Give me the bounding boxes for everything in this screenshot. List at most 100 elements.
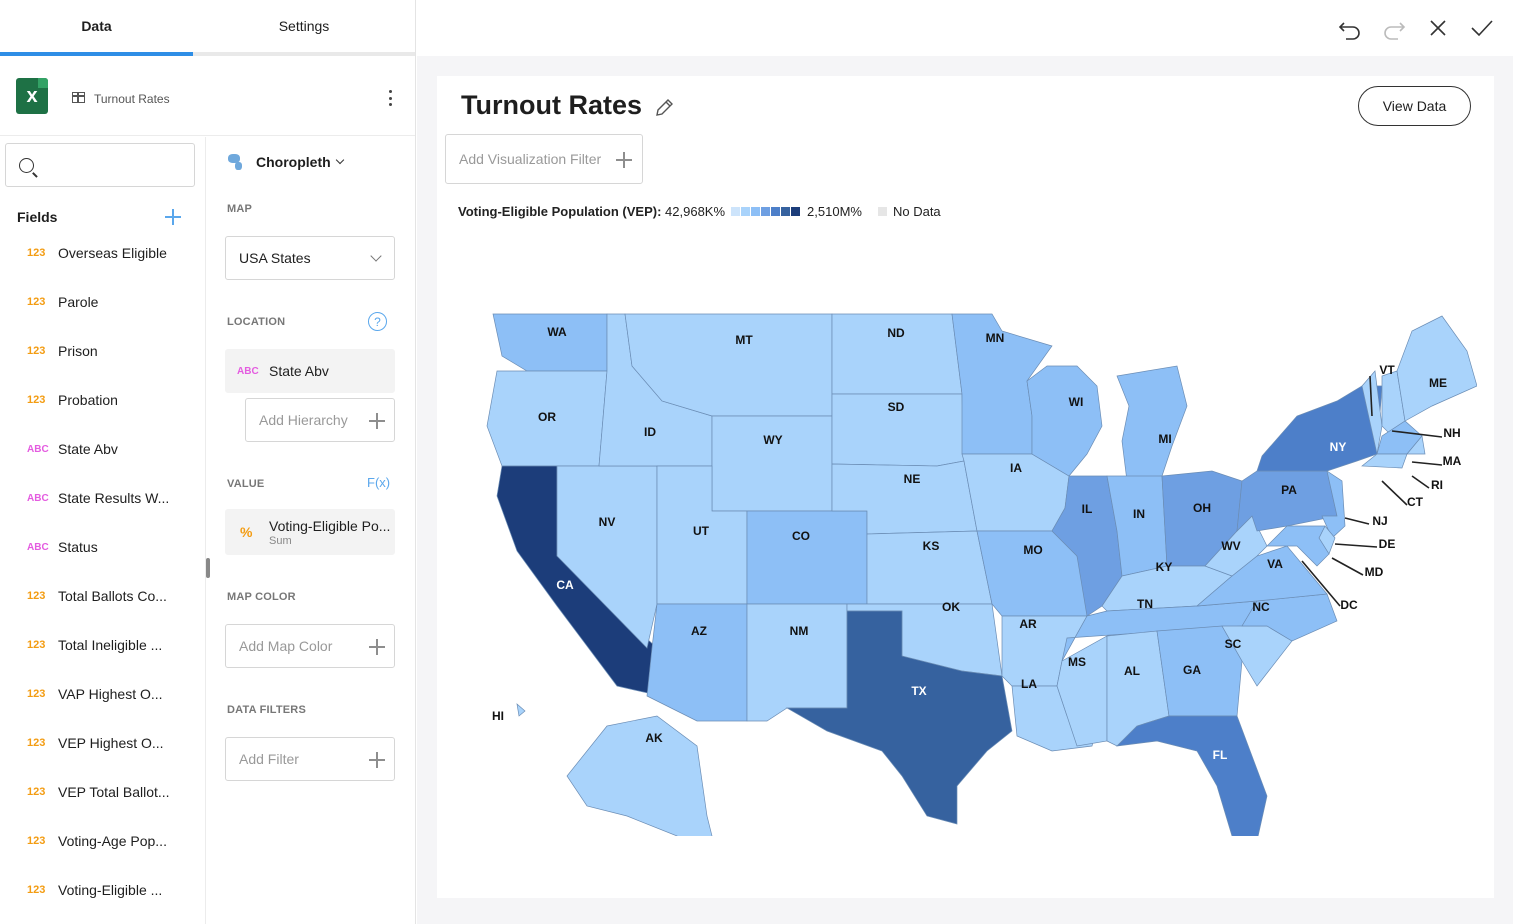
left-panel: Data Settings x Turnout Rates Fields 123… — [0, 0, 416, 924]
column-resize-handle[interactable] — [206, 558, 210, 578]
excel-icon: x — [16, 78, 48, 114]
location-field-pill[interactable]: ABC State Abv — [225, 349, 395, 393]
value-field-aggregation: Sum — [269, 534, 292, 547]
usa-choropleth-map[interactable]: WA OR CA NV ID MT WY UT AZ CO NM ND SD NE KS OK TX MN IA MO… — [457, 276, 1477, 836]
help-icon[interactable]: ? — [368, 312, 387, 331]
label-leader-line — [1411, 461, 1443, 466]
state-label: IA — [1010, 461, 1022, 475]
field-label: VEP Total Ballot... — [58, 784, 170, 800]
value-section-label: VALUE — [227, 478, 265, 490]
map-select[interactable]: USA States — [225, 236, 395, 280]
tab-settings[interactable]: Settings — [278, 18, 330, 34]
legend-swatch — [731, 207, 741, 216]
label-leader-line — [1334, 543, 1378, 548]
state-label: OK — [942, 600, 960, 614]
state-nm[interactable] — [746, 603, 848, 722]
state-label: VA — [1267, 557, 1283, 571]
search-input[interactable] — [42, 152, 190, 178]
state-label: TN — [1137, 597, 1153, 611]
undo-icon[interactable] — [1336, 14, 1364, 42]
close-icon[interactable] — [1424, 14, 1452, 42]
state-wa[interactable] — [492, 313, 608, 372]
state-wi[interactable] — [1026, 365, 1103, 477]
add-hierarchy-button[interactable]: Add Hierarchy — [245, 398, 395, 442]
field-label: Voting-Age Pop... — [58, 833, 167, 849]
more-options-icon[interactable] — [382, 88, 398, 108]
field-label: VEP Highest O... — [58, 735, 164, 751]
field-item[interactable]: 123 VEP Highest O... — [0, 723, 200, 763]
field-item[interactable]: 123 Voting-Eligible ... — [0, 870, 200, 910]
state-label: OH — [1193, 501, 1211, 515]
state-label: MT — [735, 333, 753, 347]
field-item[interactable]: 123 Total Ballots Co... — [0, 576, 200, 616]
plus-icon — [369, 413, 385, 429]
field-type-badge: 123 — [27, 688, 46, 700]
state-ct[interactable] — [1361, 453, 1408, 469]
add-viz-filter-button[interactable]: Add Visualization Filter — [445, 134, 643, 184]
field-item[interactable]: ABC State Results W... — [0, 478, 200, 518]
field-item[interactable]: 123 VEP Total Ballot... — [0, 772, 200, 812]
field-item[interactable]: 123 Parole — [0, 282, 200, 322]
field-item[interactable]: 123 Prison — [0, 331, 200, 371]
fields-column: Fields 123 Overseas Eligible 123 Parole 123 P… — [0, 137, 206, 924]
state-fl[interactable] — [1116, 715, 1268, 836]
state-label: NE — [904, 472, 921, 486]
legend-label: Voting-Eligible Population (VEP): — [458, 204, 662, 219]
state-label: AK — [645, 731, 663, 745]
field-label: Total Ballots Co... — [58, 588, 167, 604]
state-label: DC — [1340, 598, 1358, 612]
field-label: Prison — [58, 343, 98, 359]
state-wy[interactable] — [711, 415, 833, 512]
fields-header: Fields — [17, 209, 58, 225]
viz-title[interactable]: Turnout Rates — [461, 90, 642, 120]
state-mi[interactable] — [1116, 365, 1188, 482]
viz-type-label: Choropleth — [256, 154, 331, 170]
state-label: OR — [538, 410, 556, 424]
state-label: NJ — [1372, 514, 1387, 528]
state-hi[interactable] — [516, 703, 526, 717]
add-map-color-button[interactable]: Add Map Color — [225, 624, 395, 668]
field-item[interactable]: 123 Overseas Eligible — [0, 233, 200, 273]
state-label: IN — [1133, 507, 1145, 521]
check-icon[interactable] — [1468, 14, 1496, 42]
state-me[interactable] — [1396, 315, 1477, 422]
field-type-badge: 123 — [27, 737, 46, 749]
map-color-section-label: MAP COLOR — [227, 591, 296, 603]
field-item[interactable]: 123 Voting-Age Pop... — [0, 821, 200, 861]
viz-type-selector[interactable]: Choropleth — [226, 151, 344, 173]
state-tx[interactable] — [785, 610, 1013, 825]
field-item[interactable]: ABC Status — [0, 527, 200, 567]
label-leader-line — [1391, 430, 1443, 438]
plus-icon — [369, 752, 385, 768]
map-legend: Voting-Eligible Population (VEP): 42,968… — [458, 204, 941, 219]
field-label: VAP Highest O... — [58, 686, 163, 702]
pencil-icon[interactable] — [653, 97, 675, 119]
tab-data[interactable]: Data — [0, 0, 193, 56]
state-label: CO — [792, 529, 810, 543]
state-ak[interactable] — [566, 715, 717, 836]
state-md[interactable] — [1266, 525, 1330, 567]
field-item[interactable]: 123 Probation — [0, 380, 200, 420]
state-label: NM — [790, 624, 809, 638]
state-ri[interactable] — [1406, 435, 1426, 455]
state-ga[interactable] — [1156, 625, 1243, 717]
add-field-icon[interactable] — [165, 209, 181, 225]
value-field-pill[interactable]: % Voting-Eligible Po... Sum — [225, 509, 395, 555]
state-label: AR — [1019, 617, 1037, 631]
state-label: UT — [693, 524, 710, 538]
state-az[interactable] — [646, 603, 748, 722]
table-icon — [72, 92, 85, 103]
add-filter-button[interactable]: Add Filter — [225, 737, 395, 781]
field-type-badge: 123 — [27, 345, 46, 357]
field-item[interactable]: 123 VAP Highest O... — [0, 674, 200, 714]
view-data-button[interactable]: View Data — [1358, 86, 1471, 126]
state-label: CT — [1407, 495, 1424, 509]
fx-button[interactable]: F(x) — [367, 475, 391, 490]
field-item[interactable]: ABC State Abv — [0, 429, 200, 469]
redo-icon[interactable] — [1380, 14, 1408, 42]
field-item[interactable]: 123 Total Ineligible ... — [0, 625, 200, 665]
state-co[interactable] — [746, 510, 868, 605]
state-label: IL — [1082, 502, 1093, 516]
state-ny[interactable] — [1256, 385, 1383, 472]
